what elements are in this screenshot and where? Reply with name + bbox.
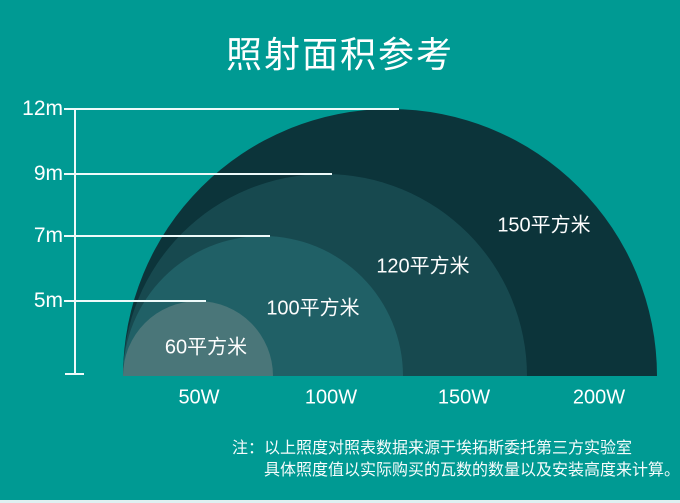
- page-title: 照射面积参考: [225, 34, 454, 75]
- y-tick-7m: 7m: [33, 224, 63, 247]
- footnote: 注： 以上照度对照表数据来源于埃拓斯委托第三方实验室 具体照度值以实际购买的瓦数…: [232, 438, 680, 482]
- ring-label-120sqm: 120平方米: [376, 255, 470, 278]
- x-tick-200w: 200W: [572, 386, 626, 409]
- coverage-chart: [123, 109, 657, 376]
- x-tick-50w: 50W: [178, 386, 220, 409]
- height-line-7m: [64, 235, 270, 237]
- footnote-prefix: 注：: [232, 440, 265, 457]
- x-tick-100w: 100W: [304, 386, 358, 409]
- height-line-12m: [64, 108, 399, 110]
- height-line-9m: [64, 173, 332, 175]
- bottom-strip: [0, 500, 680, 503]
- footnote-lines: 以上照度对照表数据来源于埃拓斯委托第三方实验室 具体照度值以实际购买的瓦数的数量…: [264, 438, 680, 482]
- ring-label-100sqm: 100平方米: [266, 297, 360, 320]
- height-line-5m: [64, 300, 206, 302]
- height-axis-line: [74, 109, 76, 375]
- x-tick-150w: 150W: [437, 386, 491, 409]
- ring-label-150sqm: 150平方米: [497, 214, 591, 237]
- footnote-line-1: 以上照度对照表数据来源于埃拓斯委托第三方实验室: [264, 440, 633, 457]
- height-axis-bottom-tick: [65, 373, 84, 375]
- footnote-line-2: 具体照度值以实际购买的瓦数的数量以及安装高度来计算。: [264, 462, 680, 479]
- y-tick-9m: 9m: [33, 162, 63, 185]
- y-tick-12m: 12m: [22, 97, 63, 120]
- ring-label-60sqm: 60平方米: [164, 336, 248, 359]
- y-tick-5m: 5m: [33, 289, 63, 312]
